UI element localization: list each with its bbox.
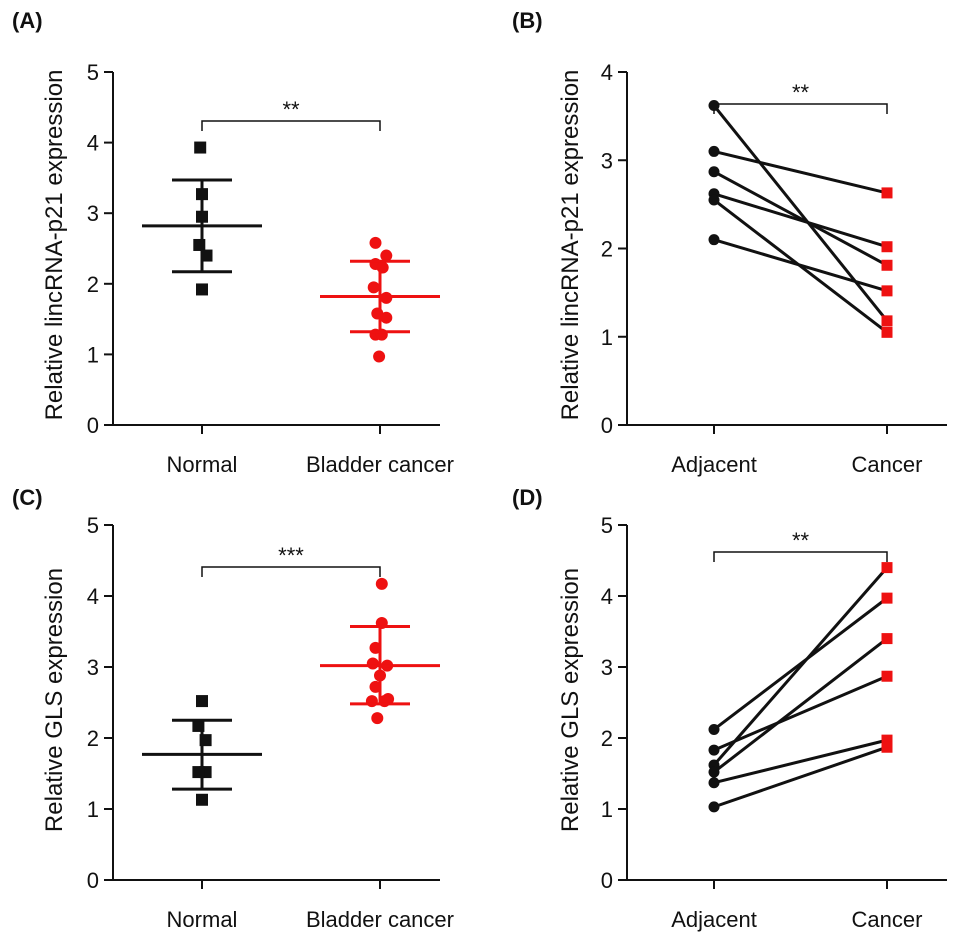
adjacent-point [708,777,720,789]
significance-label: ** [792,80,810,105]
data-point-circle [366,657,379,670]
adjacent-point [708,744,720,756]
y-tick-label: 2 [87,726,99,751]
data-point-circle [375,577,388,590]
panel-c: (C) Relative GLS expression 0 1 2 3 4 5 Normal Bl… [12,485,454,932]
x-category-label: Bladder cancer [306,452,454,477]
data-point-circle [369,236,382,249]
paired-line [713,192,888,249]
adjacent-point [708,766,720,778]
y-tick-label: 2 [601,237,613,262]
paired-line [713,745,888,809]
y-axis-title: Relative GLS expression [557,568,584,832]
y-tick-label: 3 [87,201,99,226]
paired-line [713,596,888,731]
y-tick-label: 1 [601,797,613,822]
y-tick-label: 5 [87,513,99,538]
cancer-point [881,285,893,297]
data-point-square [196,793,208,806]
y-tick-label: 2 [87,272,99,297]
paired-line [713,149,888,195]
adjacent-point [708,234,720,246]
cancer-point [881,315,893,327]
y-tick-label: 0 [601,413,613,438]
y-tick-label: 5 [601,513,613,538]
y-tick-label: 4 [601,60,613,85]
cancer-point [881,741,893,753]
adjacent-point [708,166,720,178]
paired-line [713,738,888,785]
y-axis-title: Relative lincRNA-p21 expression [41,70,68,421]
panel-label: (A) [12,8,43,33]
data-point-circle [380,311,393,324]
panel-d: (D) Relative GLS expression 0 1 2 3 4 5 Adjacent… [512,485,947,932]
paired-line [713,238,888,293]
panel-a: (A) Relative lincRNA-p21 expression 0 1 2 3 4 5… [12,8,454,477]
y-tick-label: 2 [601,726,613,751]
cancer-point [881,241,893,253]
data-point-circle [373,350,386,363]
y-tick-label: 4 [87,584,99,609]
panel-label: (C) [12,485,43,510]
y-tick-label: 5 [87,60,99,85]
paired-line [712,104,889,322]
cancer-point [881,326,893,338]
y-tick-label: 0 [601,868,613,893]
significance-bracket [201,120,381,131]
adjacent-point [708,194,720,206]
cancer-point [881,259,893,271]
data-point-square [194,141,207,154]
x-category-label: Cancer [852,452,923,477]
cancer-point [881,187,893,199]
cancer-point [881,562,893,574]
cancer-point [881,734,893,746]
x-category-label: Normal [167,452,238,477]
data-point-circle [367,281,380,294]
y-axis-title: Relative lincRNA-p21 expression [557,70,584,421]
y-tick-label: 1 [87,797,99,822]
significance-label: ** [282,97,300,122]
y-tick-label: 1 [601,325,613,350]
cancer-point [881,633,893,645]
x-category-label: Adjacent [671,907,757,932]
x-category-label: Cancer [852,907,923,932]
paired-line [713,674,888,752]
y-tick-label: 3 [601,655,613,680]
significance-bracket [713,103,888,114]
significance-label: *** [278,543,304,568]
cancer-point [881,592,893,604]
y-tick-label: 0 [87,868,99,893]
paired-line [713,170,888,267]
paired-line [713,637,888,774]
y-tick-label: 3 [601,148,613,173]
significance-bracket [713,551,888,562]
adjacent-point [708,100,720,112]
x-category-label: Bladder cancer [306,907,454,932]
y-tick-label: 3 [87,655,99,680]
adjacent-point [708,801,720,813]
y-tick-label: 4 [87,131,99,156]
y-axis-title: Relative GLS expression [41,568,68,832]
data-point-circle [371,712,384,725]
x-category-label: Normal [167,907,238,932]
paired-line [712,566,889,766]
adjacent-point [708,145,720,157]
significance-label: ** [792,528,810,553]
data-point-square [196,695,208,708]
panel-b: (B) Relative lincRNA-p21 expression 0 1 2 3 4 A… [512,8,947,477]
y-tick-label: 1 [87,342,99,367]
data-point-square [196,283,208,296]
cancer-point [881,670,893,682]
data-point-circle [380,249,393,262]
y-tick-label: 4 [601,584,613,609]
panel-label: (D) [512,485,543,510]
panel-label: (B) [512,8,543,33]
adjacent-point [708,723,720,735]
y-tick-label: 0 [87,413,99,438]
x-category-label: Adjacent [671,452,757,477]
significance-bracket [201,566,381,577]
